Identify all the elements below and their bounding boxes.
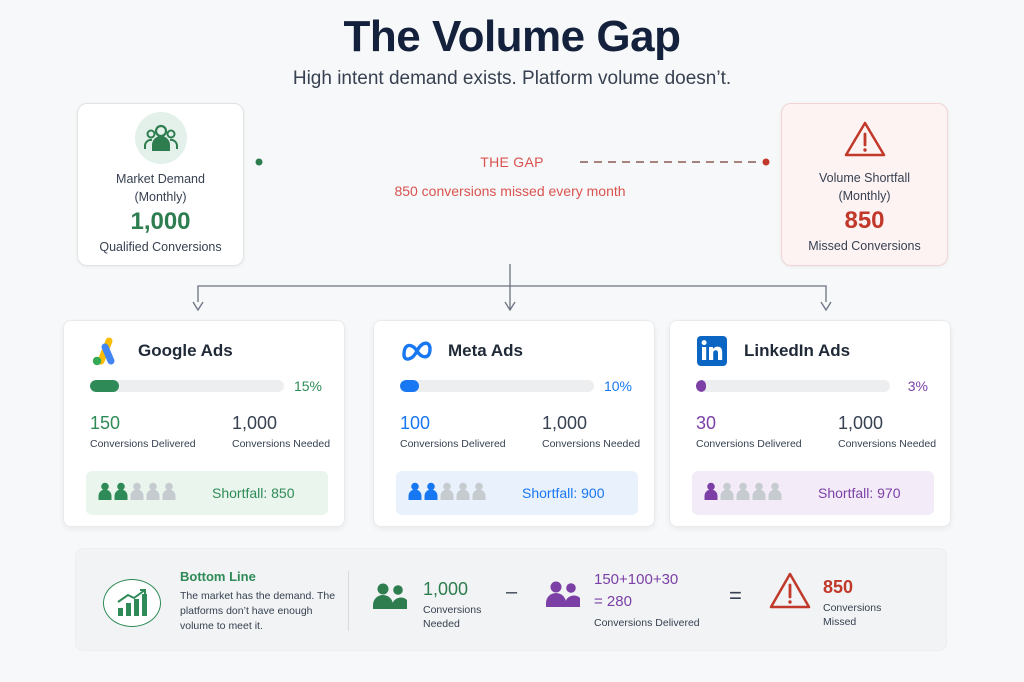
person-icon xyxy=(720,482,734,505)
missed-total-value: 850 xyxy=(823,577,854,597)
needed-value: 1,000 xyxy=(232,413,278,433)
shortfall-text: Shortfall: 850 xyxy=(212,485,295,501)
market-demand-value: 1,000 xyxy=(130,208,191,235)
needed-total-value: 1,000 xyxy=(423,579,469,599)
person-icon xyxy=(768,482,782,505)
market-demand-card: Market Demand (Monthly) 1,000 Qualified … xyxy=(77,103,244,266)
percent-label: 15% xyxy=(293,378,322,394)
person-icon xyxy=(736,482,750,505)
person-icon xyxy=(146,482,160,505)
delivered-value: 30 xyxy=(696,413,717,433)
delivered-total-label: Conversions Delivered xyxy=(594,617,700,629)
volume-shortfall-card: Volume Shortfall (Monthly) 850 Missed Co… xyxy=(781,103,948,266)
gap-connector xyxy=(255,158,770,166)
people-icons xyxy=(704,482,782,505)
delivered-sum: 150+100+30 xyxy=(594,571,679,588)
volume-shortfall-value: 850 xyxy=(844,207,885,234)
google-ads-icon xyxy=(90,335,122,367)
market-demand-sub: Qualified Conversions xyxy=(99,240,222,254)
people-icons xyxy=(98,482,176,505)
needed-total-label: Conversions Needed xyxy=(423,604,482,630)
delivered-label: Conversions Delivered xyxy=(400,438,506,450)
platform-name: LinkedIn Ads xyxy=(744,341,851,360)
progress-fill xyxy=(400,380,420,392)
person-icon xyxy=(130,482,144,505)
needed-label: Conversions Needed xyxy=(542,438,641,450)
progress-fill xyxy=(90,380,120,392)
branch-arrows xyxy=(192,264,832,312)
gap-label: THE GAP xyxy=(480,154,544,170)
platform-card-linkedin-ads: LinkedIn Ads 3% 30 Conversions Delivered… xyxy=(669,320,951,527)
person-icon xyxy=(752,482,766,505)
needed-label: Conversions Needed xyxy=(232,438,331,450)
volume-shortfall-sub: Missed Conversions xyxy=(808,239,921,253)
platform-name: Meta Ads xyxy=(448,341,523,360)
growth-chart-icon xyxy=(103,579,161,627)
platform-card-meta-ads: Meta Ads 10% 100 Conversions Delivered 1… xyxy=(373,320,655,527)
bottom-line-title: Bottom Line xyxy=(180,569,256,584)
person-icon xyxy=(456,482,470,505)
progress-bar xyxy=(696,380,890,392)
gap-subtitle: 850 conversions missed every month xyxy=(394,183,626,199)
percent-label: 3% xyxy=(907,378,928,394)
warning-icon xyxy=(768,571,812,616)
market-demand-label: Market Demand (Monthly) xyxy=(116,172,205,204)
divider xyxy=(348,571,349,631)
person-icon xyxy=(704,482,718,505)
shortfall-box: Shortfall: 970 xyxy=(692,471,934,515)
needed-value: 1,000 xyxy=(838,413,884,433)
needed-value: 1,000 xyxy=(542,413,588,433)
person-icon xyxy=(472,482,486,505)
bottom-line-panel: Bottom Line The market has the demand. T… xyxy=(75,548,947,651)
needed-label: Conversions Needed xyxy=(838,438,937,450)
person-icon xyxy=(98,482,112,505)
progress-bar xyxy=(400,380,594,392)
delivered-value: 100 xyxy=(400,413,431,433)
linkedin-icon xyxy=(696,335,728,367)
page-title: The Volume Gap xyxy=(343,12,681,61)
delivered-total: = 280 xyxy=(594,593,632,610)
platform-card-google-ads: Google Ads 15% 150 Conversions Delivered… xyxy=(63,320,345,527)
person-icon xyxy=(408,482,422,505)
delivered-label: Conversions Delivered xyxy=(696,438,802,450)
person-icon xyxy=(162,482,176,505)
person-icon xyxy=(114,482,128,505)
person-icon xyxy=(440,482,454,505)
missed-total-label: Conversions Missed xyxy=(823,602,882,628)
delivered-value: 150 xyxy=(90,413,121,433)
progress-bar xyxy=(90,380,284,392)
shortfall-box: Shortfall: 900 xyxy=(396,471,638,515)
people-group-icon xyxy=(134,112,187,164)
platform-name: Google Ads xyxy=(138,341,233,360)
bottom-line-text: The market has the demand. The platforms… xyxy=(180,590,336,632)
delivered-label: Conversions Delivered xyxy=(90,438,196,450)
minus-operator: – xyxy=(506,581,518,603)
equals-operator: = xyxy=(729,583,742,608)
shortfall-text: Shortfall: 970 xyxy=(818,485,901,501)
volume-shortfall-label: Volume Shortfall (Monthly) xyxy=(818,171,911,203)
people-pair-purple-icon xyxy=(545,579,581,614)
people-pair-green-icon xyxy=(372,581,408,616)
shortfall-box: Shortfall: 850 xyxy=(86,471,328,515)
warning-icon xyxy=(839,116,891,162)
percent-label: 10% xyxy=(603,378,632,394)
page-subtitle: High intent demand exists. Platform volu… xyxy=(292,68,732,89)
shortfall-text: Shortfall: 900 xyxy=(522,485,605,501)
meta-infinity-icon xyxy=(400,335,432,367)
people-icons xyxy=(408,482,486,505)
progress-fill xyxy=(696,380,706,392)
person-icon xyxy=(424,482,438,505)
